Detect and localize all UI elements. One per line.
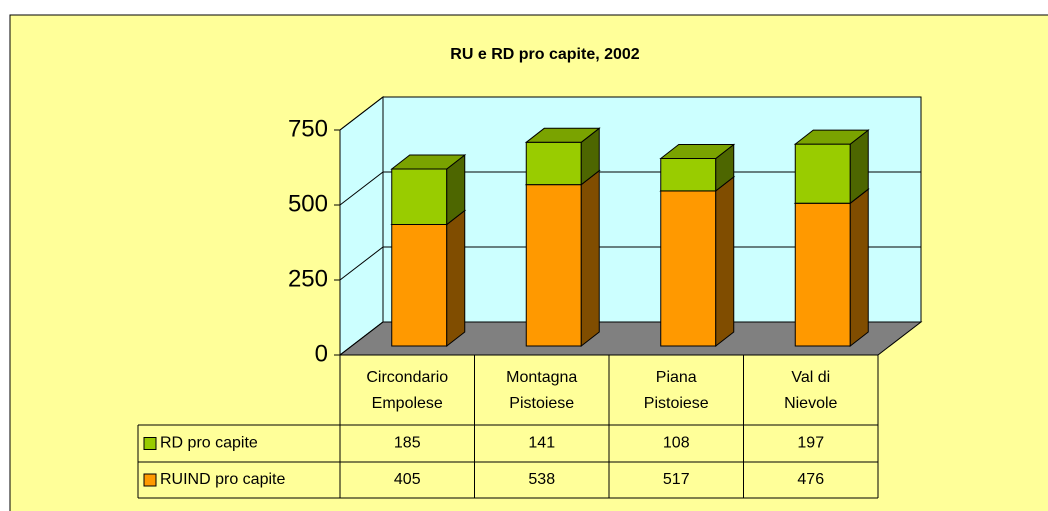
table-value: 108 (663, 435, 690, 452)
grid-line (339, 96, 921, 131)
grid-line (339, 321, 921, 356)
legend-swatch (143, 437, 157, 450)
bar (660, 190, 717, 347)
bar (525, 184, 582, 347)
x-tick-label: Montagna (506, 369, 577, 386)
bar-side (580, 169, 600, 348)
bar (391, 168, 448, 225)
x-tick-label: Piana (656, 369, 697, 386)
grid-line (339, 246, 921, 281)
y-tick-label: 750 (288, 115, 328, 142)
bar (794, 202, 851, 347)
table-value: 405 (394, 471, 421, 488)
bar-top (659, 144, 736, 159)
bar (794, 143, 851, 204)
table-value: 476 (797, 471, 824, 488)
table-value: 185 (394, 435, 421, 452)
bar-top (390, 154, 467, 170)
side-wall (339, 95, 384, 357)
chart-title: RU e RD pro capite, 2002 (450, 46, 640, 63)
table-value: 141 (528, 435, 555, 452)
bar (660, 158, 717, 192)
bar-side (446, 209, 466, 348)
y-tick-label: 250 (288, 265, 328, 292)
table-value: 517 (663, 471, 690, 488)
legend-swatch (143, 473, 157, 487)
table-value: 197 (797, 435, 824, 452)
bar-top (524, 127, 601, 143)
legend-label: RUIND pro capite (160, 471, 285, 488)
bar (391, 224, 448, 347)
y-tick-label: 500 (288, 190, 328, 217)
x-tick-label: Circondario (366, 369, 448, 386)
y-tick-label: 0 (315, 340, 328, 367)
x-tick-label: Pistoiese (644, 395, 709, 412)
x-tick-label: Pistoiese (509, 395, 574, 412)
x-tick-label: Empolese (372, 395, 443, 412)
bar-top (793, 129, 870, 145)
legend-label: RD pro capite (160, 435, 258, 452)
x-tick-label: Nievole (784, 395, 837, 412)
bar-side (715, 175, 735, 348)
table-value: 538 (528, 471, 555, 488)
bar-side (849, 188, 869, 348)
x-tick-label: Val di (791, 369, 830, 386)
grid-line (339, 171, 921, 206)
bar (525, 141, 582, 186)
